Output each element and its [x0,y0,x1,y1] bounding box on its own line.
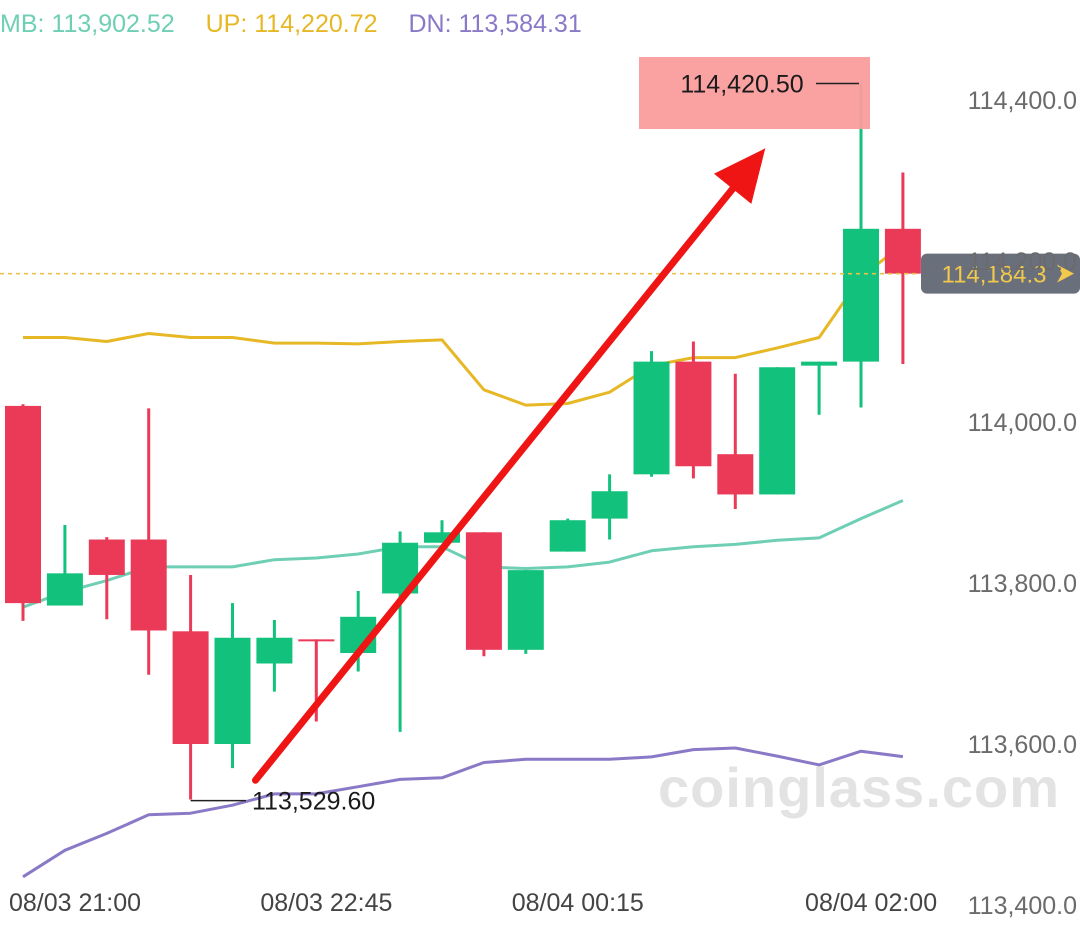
bollinger-legend: MB: 113,902.52 UP: 114,220.72 DN: 113,58… [0,10,606,44]
price-markers: 114,420.50 113,529.60 [190,57,870,816]
candle [843,83,879,408]
candle [5,404,41,621]
arrow-head-icon [713,148,766,204]
candle-body [256,637,293,664]
band-line-up [23,243,904,407]
candle [591,474,628,540]
candle [717,373,754,509]
candle [465,532,502,657]
low-marker-label: 113,529.60 [252,788,375,816]
candle-body [759,367,796,495]
candle [214,603,251,769]
current-price-label: 114,184.3 [942,262,1047,289]
y-tick-label: 113,400.0 [968,892,1077,920]
candle-body [717,454,754,495]
candles [5,83,921,800]
x-tick-label: 08/04 02:00 [805,889,937,917]
arrow-shaft [252,185,737,784]
candle [382,531,419,732]
candle [549,518,586,552]
candle [424,520,460,543]
candle-body [465,532,502,650]
candle-body [424,532,460,543]
candle [801,361,838,415]
y-tick-label: 113,800.0 [968,570,1077,598]
candle-body [801,361,838,366]
candle [340,591,377,672]
y-axis: 114,400.0 114,200.0 114,000.0 113,800.0 113,… [968,87,1077,920]
candle-body [172,631,209,744]
legend-dn: DN: 113,584.31 [408,10,582,38]
bollinger-bands [22,243,904,879]
candle-body [507,570,544,650]
candle-body [88,539,125,575]
candle-body [884,228,921,274]
candle [507,570,544,654]
candle [675,341,712,479]
band-line-mb [22,499,904,609]
candle-body [46,573,83,606]
candle [46,525,83,606]
candle [884,172,921,365]
current-price-arrow-icon [1057,264,1074,283]
watermark: coinglass.com [658,756,1061,819]
band-line-dn [22,746,904,879]
x-tick-label: 08/03 22:45 [260,889,392,917]
candle-body [5,405,41,604]
x-axis: 08/03 21:00 08/03 22:45 08/04 00:15 08/04 0… [9,889,937,917]
candle-body [843,228,879,362]
high-marker-box [639,57,870,129]
candle-body [130,539,167,631]
legend-up: UP: 114,220.72 [205,10,378,38]
candle-body [298,639,335,642]
current-price-line: 114,184.3 [0,253,1080,294]
candle [759,367,796,495]
legend-mb: MB: 113,902.52 [0,10,175,38]
candle-body [214,637,251,744]
candle [256,620,293,692]
candle-body [549,520,586,552]
current-price-tag [921,253,1080,294]
x-tick-label: 08/04 00:15 [512,889,644,917]
candle-body [675,361,712,467]
y-tick-label: 114,200.0 [968,248,1077,276]
y-tick-label: 113,600.0 [968,731,1077,759]
candle [172,574,209,800]
candle [130,408,167,675]
candle-body [591,491,628,519]
y-tick-label: 114,000.0 [968,409,1077,437]
x-tick-label: 08/03 21:00 [9,889,141,917]
high-marker-label: 114,420.50 [680,70,803,98]
candle [633,351,670,477]
trend-arrow [252,148,766,784]
candle [88,537,125,620]
candle-body [633,361,670,475]
y-tick-label: 114,400.0 [968,87,1077,115]
